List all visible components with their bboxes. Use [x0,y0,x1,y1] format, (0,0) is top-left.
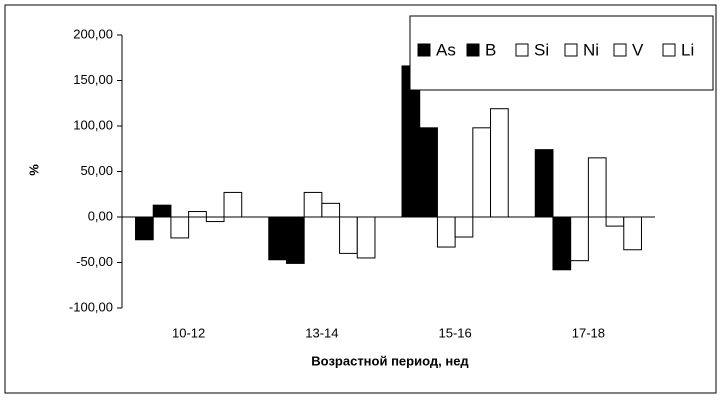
bar [534,149,554,218]
legend-swatch [662,43,676,57]
legend-swatch [564,43,578,57]
bar [152,204,172,218]
bar [170,216,190,239]
legend-swatch [466,43,480,57]
bar [135,216,154,241]
bar [303,191,323,218]
y-axis-title: % [26,164,41,176]
bar [268,216,287,261]
bar [472,127,492,218]
legend-swatch [515,43,529,57]
legend-swatch [417,43,431,57]
bar [552,216,572,271]
bar [321,202,341,218]
bar [454,216,474,238]
bar [223,191,243,218]
legend-label: Li [681,40,694,59]
x-tick-label: 13-14 [305,325,338,340]
y-tick-label: -50,00 [76,254,113,269]
legend-label: V [632,40,644,59]
bar [605,216,625,227]
legend-label: As [436,40,456,59]
legend-label: B [485,40,496,59]
bar [570,216,589,262]
y-tick-label: 0,00 [88,208,113,223]
bar [419,127,438,218]
bar [356,216,376,259]
x-tick-label: 17-18 [572,325,605,340]
bar [339,216,358,254]
bar [490,108,509,218]
bar [436,216,456,248]
bar [623,216,642,251]
bar [285,216,305,264]
x-axis-title: Возрастной период, нед [311,353,469,368]
legend-label: Ni [583,40,599,59]
x-tick-label: 15-16 [439,325,472,340]
x-tick-label: 10-12 [172,325,205,340]
y-tick-label: 150,00 [73,72,113,87]
y-tick-label: -100,00 [69,299,113,314]
legend-label: Si [534,40,549,59]
y-tick-label: 200,00 [73,26,113,41]
bar [205,216,225,223]
bar [188,211,207,218]
bar [587,157,607,218]
legend-swatch [613,43,627,57]
y-tick-label: 50,00 [80,163,113,178]
y-tick-label: 100,00 [73,117,113,132]
